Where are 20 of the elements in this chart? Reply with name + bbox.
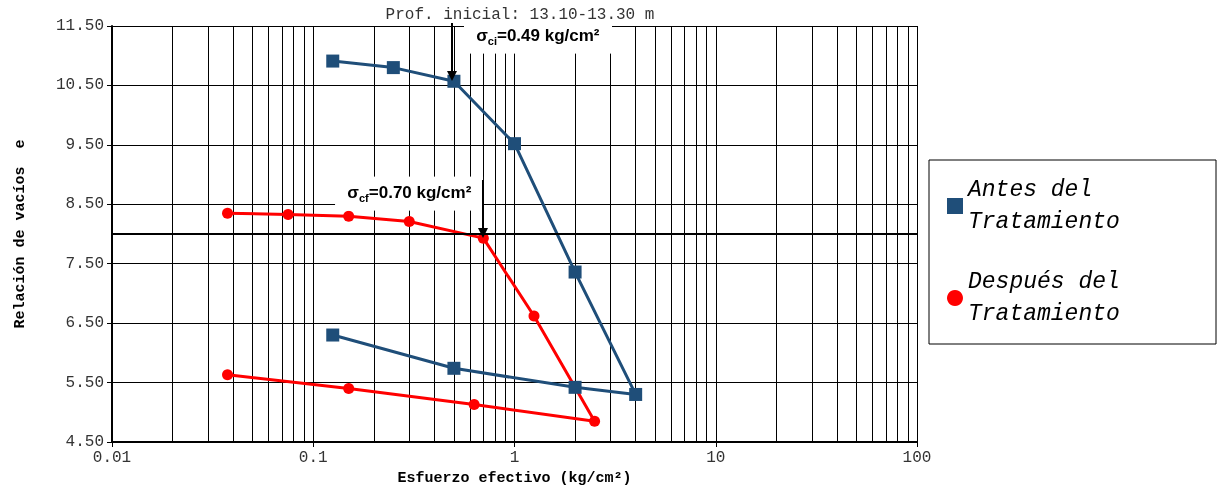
legend-label: Después del Tratamiento <box>968 269 1134 327</box>
y-tick-label: 10.50 <box>55 76 104 95</box>
y-tick-label: 6.50 <box>65 314 104 333</box>
x-tick-label: 100 <box>902 449 932 467</box>
y-tick-label: 9.50 <box>65 135 104 154</box>
y-tick-label: 7.50 <box>65 254 104 273</box>
y-tick-label: 4.50 <box>65 433 104 451</box>
x-tick-label: 0.1 <box>298 449 328 467</box>
x-tick-label: 1 <box>509 449 520 467</box>
chart-title: Prof. inicial: 13.10-13.30 m <box>385 6 655 24</box>
y-axis-title: Relación de vacíos e <box>12 139 29 329</box>
y-tick-label: 11.50 <box>55 17 104 35</box>
annotation: σ$_{ci}$=0.49 kg/cm² <box>476 25 600 48</box>
x-tick-label: 0.01 <box>92 449 132 467</box>
x-axis-title: Esfuerzo efectivo (kg/cm²) <box>397 469 632 487</box>
x-tick-label: 10 <box>706 449 726 467</box>
y-tick-label: 8.50 <box>65 195 104 214</box>
annotation: σ$_{cf}$=0.70 kg/cm² <box>335 176 484 211</box>
legend-label: Antes del Tratamiento <box>966 177 1120 235</box>
y-tick-label: 5.50 <box>65 373 104 392</box>
